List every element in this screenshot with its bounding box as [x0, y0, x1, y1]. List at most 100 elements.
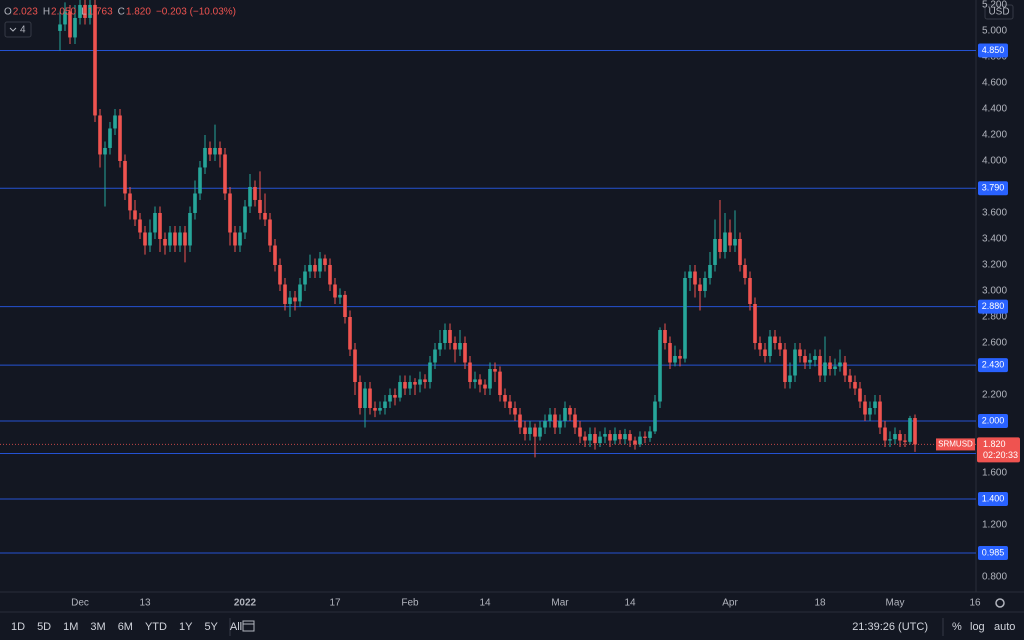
candle-body — [838, 362, 842, 367]
x-tick-label: May — [886, 598, 905, 609]
candle-body — [303, 271, 307, 285]
candle-body — [478, 379, 482, 385]
level-box — [978, 358, 1008, 373]
candle-body — [868, 408, 872, 415]
scale-option[interactable]: % — [952, 621, 962, 633]
range-button[interactable]: 5Y — [204, 621, 218, 633]
legend-value: 1.820 — [126, 7, 151, 18]
y-tick-label: 3.000 — [982, 286, 1007, 297]
x-tick-label: Mar — [551, 598, 569, 609]
level-label: 2.880 — [982, 301, 1005, 311]
candle-body — [193, 193, 197, 213]
y-tick-label: 3.400 — [982, 234, 1007, 245]
plot — [0, 0, 976, 554]
candle-body — [628, 434, 632, 441]
candle-body — [368, 388, 372, 409]
candle-body — [903, 440, 907, 442]
candle-body — [873, 401, 877, 409]
candle-body — [493, 369, 497, 372]
candle-body — [848, 375, 852, 383]
candle-body — [833, 366, 837, 370]
candle-body — [208, 147, 212, 155]
candle-body — [143, 232, 147, 246]
candle-body — [768, 336, 772, 357]
candle-body — [98, 115, 102, 155]
candle-body — [893, 434, 897, 440]
indicator-toggle[interactable] — [4, 21, 32, 38]
candle-body — [388, 395, 392, 402]
y-tick-label: 1.600 — [982, 468, 1007, 479]
settings-icon[interactable] — [995, 598, 1005, 608]
candle-body — [298, 284, 302, 302]
candle-body — [188, 212, 192, 246]
candle-body — [428, 362, 432, 383]
candle-body — [333, 284, 337, 298]
candle-body — [168, 232, 172, 246]
candle-body — [338, 294, 342, 298]
candle-body — [688, 271, 692, 278]
candle-body — [718, 238, 722, 252]
candle-body — [733, 238, 737, 246]
candle-body — [523, 427, 527, 435]
range-button[interactable]: 1M — [63, 621, 78, 633]
candle-body — [658, 330, 662, 402]
candle-body — [613, 434, 617, 441]
level-label: 0.985 — [982, 547, 1005, 557]
legend: O 2.023 H 2.050 L 1.763 C 1.820 −0.203 (−10.03%) — [4, 7, 236, 18]
candle-body — [913, 418, 917, 445]
y-tick-label: 3.600 — [982, 208, 1007, 219]
range-button[interactable]: 1Y — [179, 621, 193, 633]
range-button[interactable]: 6M — [118, 621, 133, 633]
candle-body — [223, 154, 227, 194]
level-box — [978, 181, 1008, 196]
currency: USD — [988, 7, 1009, 18]
candle-body — [443, 330, 447, 344]
candle-body — [803, 356, 807, 363]
candle-body — [703, 277, 707, 291]
legend-value: 1.763 — [88, 7, 113, 18]
candle-body — [93, 4, 97, 116]
y-tick-label: 3.200 — [982, 260, 1007, 271]
candle-body — [763, 349, 767, 357]
candle-body — [253, 186, 257, 200]
range-button[interactable]: 3M — [90, 621, 105, 633]
chevron-icon — [9, 27, 17, 32]
candle-body — [483, 384, 487, 389]
candle-body — [683, 277, 687, 359]
legend-key: H — [43, 7, 50, 18]
candle-body — [828, 362, 832, 370]
symbol-name: SRMUSD — [938, 440, 973, 449]
candle-body — [568, 408, 572, 415]
y-tick-label: 1.200 — [982, 520, 1007, 531]
calendar-icon[interactable] — [242, 620, 255, 632]
candle-body — [773, 336, 777, 344]
range-button[interactable]: 1D — [11, 621, 25, 633]
range-button[interactable]: YTD — [145, 621, 167, 633]
candle-body — [83, 4, 87, 18]
level-box — [978, 43, 1008, 58]
range-button[interactable]: All — [230, 621, 242, 633]
currency-button[interactable] — [984, 4, 1014, 20]
candle-body — [693, 271, 697, 285]
candle-body — [648, 431, 652, 438]
candle-body — [263, 212, 267, 220]
candle-body — [808, 359, 812, 363]
candle-body — [233, 232, 237, 246]
last-price-label: 1.820 — [983, 439, 1006, 449]
candle-body — [163, 238, 167, 246]
candle-body — [433, 349, 437, 363]
candle-body — [463, 343, 467, 363]
scale-option[interactable]: log — [970, 621, 985, 633]
candle-body — [173, 232, 177, 246]
candle-body — [608, 434, 612, 441]
clock: 21:39:26 (UTC) — [852, 621, 928, 633]
y-tick-label: 5.000 — [982, 26, 1007, 37]
candle-body — [783, 349, 787, 383]
candle-body — [218, 147, 222, 155]
candle-body — [513, 408, 517, 415]
range-button[interactable]: 5D — [37, 621, 51, 633]
candle-body — [403, 382, 407, 389]
scale-option[interactable]: auto — [994, 621, 1015, 633]
candle-body — [863, 401, 867, 415]
candle-body — [358, 382, 362, 409]
